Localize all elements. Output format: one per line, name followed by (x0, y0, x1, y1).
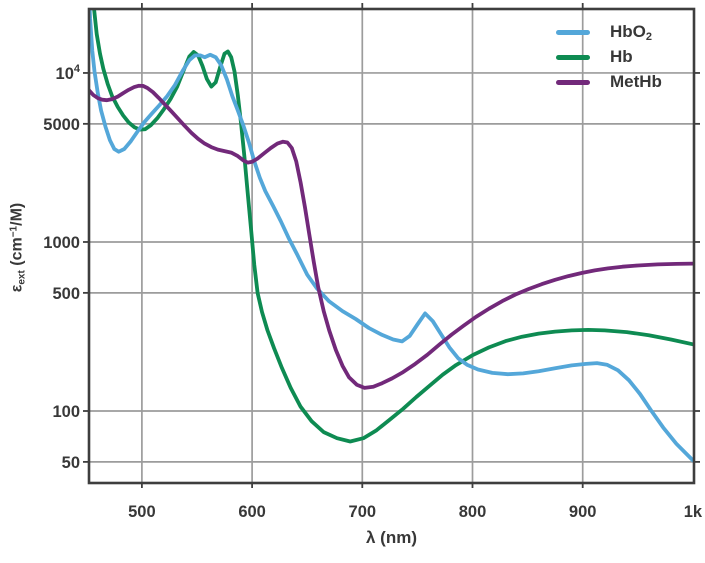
y-tick-label-10000: 104 (56, 63, 81, 83)
y-tick-label-5000: 5000 (43, 116, 80, 134)
y-tick-label-100: 100 (52, 403, 80, 421)
series-curve-methb (89, 83, 694, 390)
legend-item-hbo2: HbO2 (556, 20, 662, 45)
legend-swatch-hbo2-line (556, 30, 590, 35)
plot-border (87, 7, 696, 485)
x-axis-label: λ (nm) (366, 528, 417, 547)
x-tick-label-800: 800 (459, 503, 487, 521)
legend: HbO2 Hb MetHb (556, 20, 662, 95)
x-tick-label-500: 500 (128, 503, 156, 521)
legend-item-methb: MetHb (556, 70, 662, 95)
y-tick-label-500: 500 (52, 285, 80, 303)
legend-item-hb: Hb (556, 45, 662, 70)
legend-swatch-hb-line (556, 55, 590, 60)
series-curve-hbo2 (89, 9, 694, 463)
legend-label-hb: Hb (610, 46, 633, 66)
legend-swatch-methb-line (556, 80, 590, 85)
y-axis-label: εext (cm−1/M) (8, 202, 28, 293)
y-tick-label-50: 50 (62, 454, 80, 472)
series-curve-hb (92, 9, 694, 444)
x-tick-label-700: 700 (349, 503, 377, 521)
legend-label-methb: MetHb (610, 71, 662, 91)
y-tick-label-1000: 1000 (43, 234, 80, 252)
x-tick-label-1k: 1k (684, 503, 703, 521)
x-tick-label-600: 600 (238, 503, 266, 521)
x-tick-label-900: 900 (569, 503, 597, 521)
legend-label-hbo2: HbO2 (610, 21, 653, 43)
